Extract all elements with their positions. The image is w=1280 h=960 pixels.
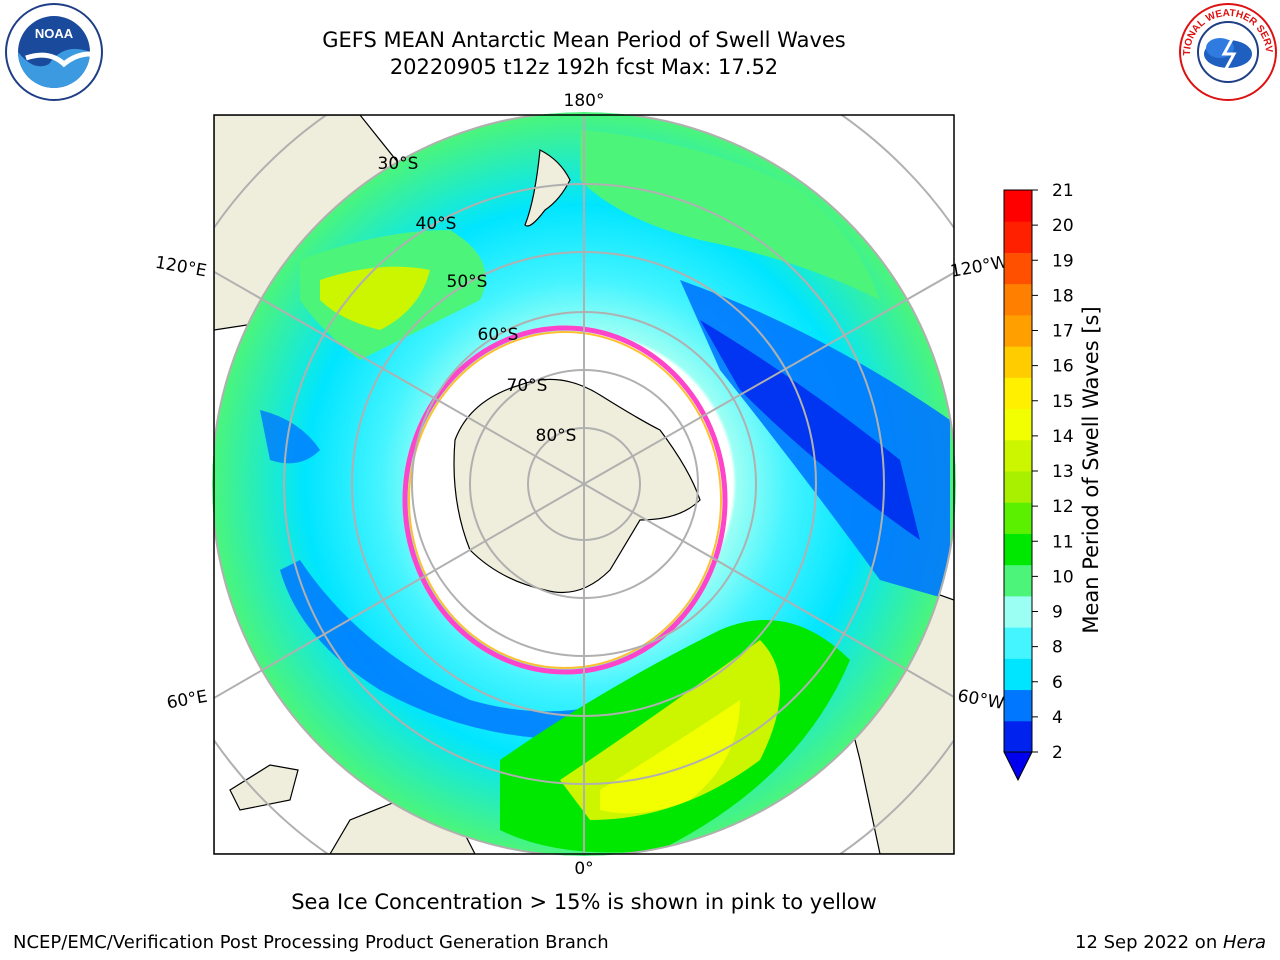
map-frame (213, 114, 955, 855)
colorbar-tick-label: 19 (1052, 251, 1074, 271)
colorbar-segment (1004, 283, 1032, 316)
colorbar-tick-label: 21 (1052, 181, 1074, 201)
colorbar-tick-label: 14 (1052, 427, 1074, 447)
lat-label-30s: 30°S (378, 154, 419, 174)
colorbar-segment (1004, 252, 1032, 285)
noaa-logo: NOAA (5, 3, 103, 101)
colorbar-segment (1004, 533, 1032, 566)
lon-label-0: 0° (574, 859, 593, 879)
lon-label-120e: 120°E (154, 253, 208, 282)
colorbar-under-triangle (1003, 751, 1033, 782)
yellow-region-atlantic (560, 640, 780, 820)
colorbar-segment (1004, 564, 1032, 597)
footer-date: 12 Sep 2022 on Hera (1075, 932, 1266, 953)
sea-ice-edge (402, 325, 728, 675)
colorbar-tick-label: 18 (1052, 286, 1074, 306)
plot-title: GEFS MEAN Antarctic Mean Period of Swell… (322, 28, 846, 52)
colorbar-segment (1004, 314, 1032, 347)
colorbar-segment (1004, 439, 1032, 472)
colorbar-segment (1004, 471, 1032, 503)
colorbar-tick-label: 12 (1052, 497, 1074, 517)
footer-credit: NCEP/EMC/Verification Post Processing Pr… (13, 932, 609, 953)
footer-host: Hera (1222, 932, 1266, 953)
colorbar-segment (1004, 346, 1032, 378)
colorbar-segment (1004, 190, 1032, 222)
antarctica-land (453, 378, 701, 594)
lon-label-60e: 60°E (165, 687, 209, 714)
colorbar-tick-label: 2 (1052, 743, 1063, 763)
latitude-labels: 30°S 40°S 50°S 60°S 70°S 80°S (378, 154, 577, 446)
colorbar-segment (1004, 720, 1032, 753)
green-region-pacific (580, 130, 880, 300)
lon-label-180: 180° (564, 91, 605, 111)
colorbar-segment (1004, 221, 1032, 253)
colorbar-tick-label: 8 (1052, 638, 1063, 658)
colorbar-tick-label: 17 (1052, 322, 1074, 342)
lat-label-80s: 80°S (536, 426, 577, 446)
colorbar-tick-label: 6 (1052, 673, 1063, 693)
colorbar-tick-label: 15 (1052, 392, 1074, 412)
colorbar-segment (1004, 689, 1032, 722)
colorbar-segment (1004, 658, 1032, 691)
graticule (214, 115, 954, 854)
lat-label-50s: 50°S (447, 272, 488, 292)
colorbar-tick-label: 20 (1052, 216, 1074, 236)
noaa-logo-text: NOAA (35, 26, 74, 41)
lat-label-40s: 40°S (416, 214, 457, 234)
colorbar-segment (1004, 595, 1032, 628)
colorbar-segment (1004, 377, 1032, 410)
new-zealand-land (524, 149, 571, 227)
lon-label-120w: 120°W (949, 252, 1010, 282)
plot-subtitle: 20220905 t12z 192h fcst Max: 17.52 (389, 55, 779, 79)
colorbar-tick-label: 16 (1052, 357, 1074, 377)
colorbar-tick-label: 11 (1052, 532, 1074, 552)
colorbar-label: Mean Period of Swell Waves [s] (1079, 306, 1103, 633)
lat-label-70s: 70°S (507, 376, 548, 396)
colorbar-tick-label: 9 (1052, 603, 1063, 623)
colorbar: 2 4 6 8 9 10 11 12 13 14 15 16 17 18 19 20 21 (1003, 181, 1074, 782)
colorbar-segment (1004, 502, 1032, 534)
footer-date-text: 12 Sep 2022 on (1075, 932, 1223, 953)
lat-label-60s: 60°S (478, 325, 519, 345)
sea-ice-caption: Sea Ice Concentration > 15% is shown in … (291, 890, 877, 914)
yellow-region-tasman (320, 266, 430, 330)
nws-logo: NATIONAL WEATHER SERVICE (1178, 2, 1277, 101)
colorbar-segment (1004, 627, 1032, 659)
colorbar-tick-label: 13 (1052, 462, 1074, 482)
lon-label-60w: 60°W (956, 686, 1006, 714)
colorbar-tick-label: 10 (1052, 567, 1074, 587)
colorbar-segment (1004, 408, 1032, 441)
colorbar-tick-label: 4 (1052, 708, 1063, 728)
